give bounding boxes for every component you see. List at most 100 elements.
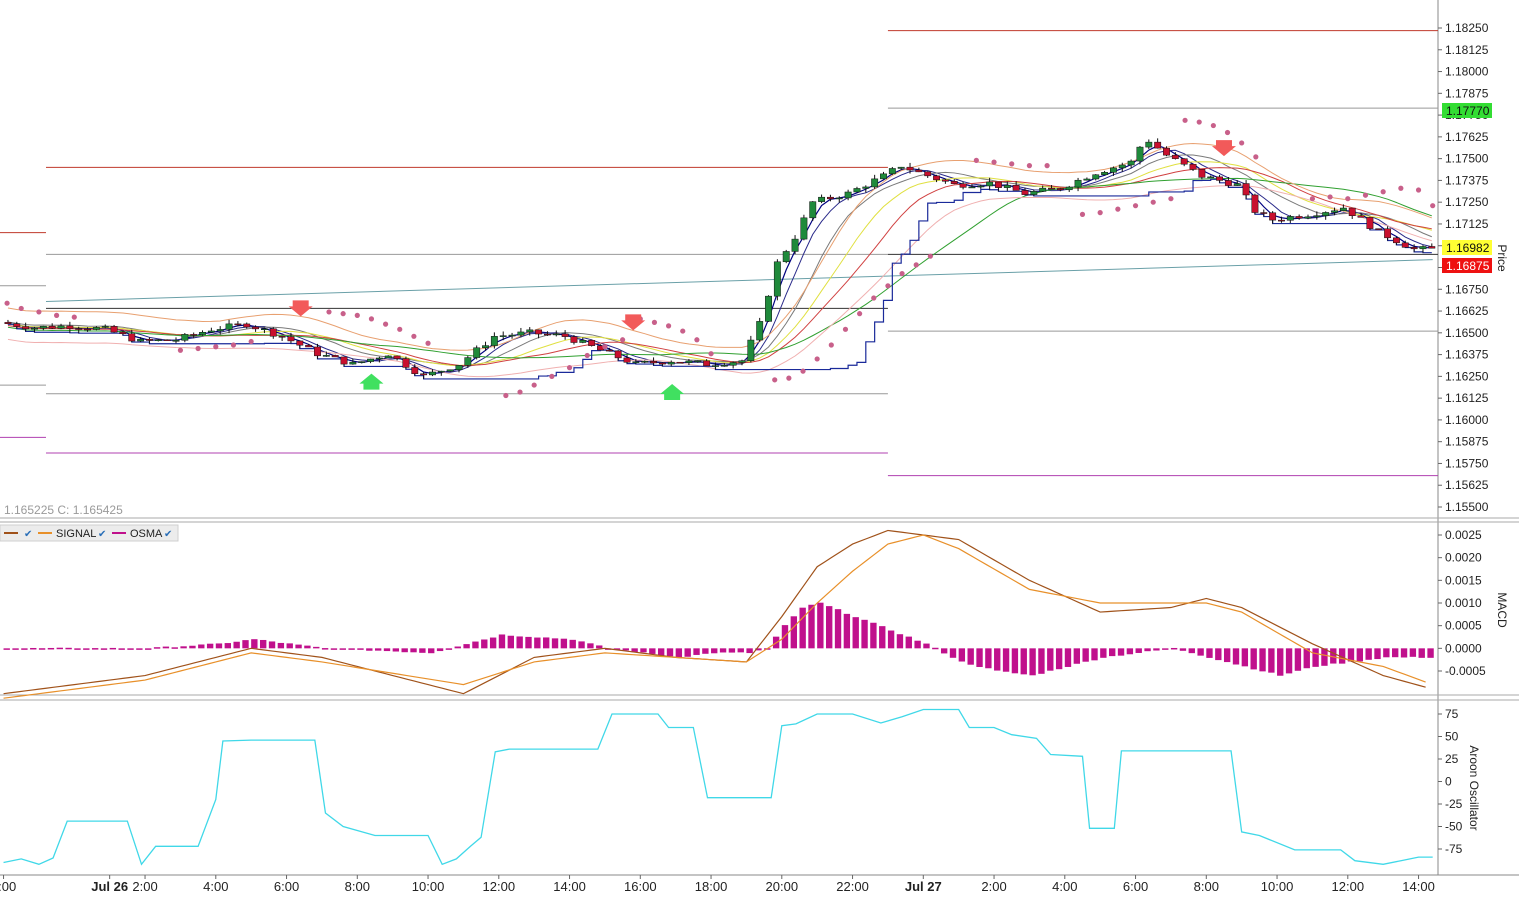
osma-bar — [481, 639, 488, 649]
candle-body — [552, 333, 560, 336]
candle-body — [818, 196, 826, 202]
candle-body — [1216, 176, 1223, 181]
osma-bar — [622, 648, 629, 651]
candle-body — [853, 188, 861, 193]
candle-body — [897, 166, 905, 169]
candle-body — [1127, 160, 1135, 166]
candle-body — [703, 360, 711, 367]
legend-macd-check[interactable]: ✔ — [24, 529, 32, 540]
osma-bar — [932, 647, 939, 650]
macd-legend[interactable]: ✔ SIGNAL ✔ OSMA ✔ — [0, 524, 179, 542]
bid-price-badge: 1.16875 — [1442, 258, 1492, 273]
candle-body — [1393, 237, 1400, 244]
osma-bar — [65, 647, 72, 650]
price-tick-label: 1.18125 — [1445, 43, 1489, 57]
time-tick-label: 14:00 — [1402, 879, 1435, 894]
sell-arrow-marker — [288, 300, 313, 317]
candle-body — [1331, 210, 1338, 213]
psar-dot — [397, 326, 403, 332]
psar-dot — [842, 326, 849, 332]
candle-body — [1039, 187, 1047, 192]
time-tick-label: Jul 26 — [91, 879, 128, 894]
osma-bar — [1073, 648, 1081, 664]
psar-dot — [1182, 117, 1188, 123]
candle-body — [128, 333, 136, 342]
candle-body — [146, 338, 153, 341]
psar-dot — [1415, 187, 1422, 193]
ma-yellow-line — [7, 161, 1432, 366]
candle-body — [429, 371, 436, 376]
osma-bar — [675, 648, 683, 658]
osma-bar — [817, 602, 824, 649]
buy-arrow-marker — [660, 384, 685, 401]
osma-bar — [206, 643, 214, 649]
candle-body — [287, 336, 295, 342]
psar-dot — [531, 382, 537, 388]
candle-body — [720, 365, 728, 367]
osma-bar — [1427, 648, 1434, 658]
osma-bar — [746, 648, 753, 654]
candle-body — [1357, 215, 1365, 218]
candle-body — [1109, 167, 1117, 173]
osma-bar — [534, 637, 541, 649]
psar-dot — [991, 159, 997, 165]
trend-line — [45, 259, 1433, 302]
psar-dot — [1044, 163, 1050, 169]
psar-dot — [1132, 203, 1139, 209]
psar-dot — [382, 321, 389, 327]
aroon-panel[interactable]: 75 50 25 0 -25 -50 -75 Aroon Oscillator — [3, 707, 1481, 866]
candle-body — [1171, 154, 1179, 159]
macd-panel[interactable]: 0.0025 0.0020 0.0015 0.0010 0.0005 0.0000 -0.0… — [0, 524, 1509, 699]
candle-body — [800, 217, 808, 240]
candle-body — [92, 327, 100, 330]
price-panel[interactable]: 1.182501.181251.180001.178751.177501.176… — [0, 21, 1509, 517]
candle-body — [1224, 180, 1232, 186]
osma-bar — [879, 626, 886, 649]
psar-dot — [177, 347, 184, 353]
macd-lines — [3, 529, 1426, 699]
psar-dot — [1168, 196, 1174, 202]
osma-bar — [516, 636, 523, 649]
candle-body — [402, 358, 410, 368]
osma-bar — [1029, 648, 1036, 676]
legend-osma-label: OSMA — [130, 528, 163, 540]
candle-body — [252, 326, 260, 330]
candle-body — [880, 173, 887, 180]
psar-dot — [425, 340, 431, 346]
osma-bar — [242, 640, 249, 649]
osma-bar — [790, 616, 798, 649]
psar-dot — [1196, 119, 1202, 125]
signal-line — [3, 534, 1426, 699]
candle-body — [950, 181, 958, 185]
psar-dot — [1362, 192, 1369, 198]
osma-histogram — [3, 602, 1434, 676]
aroon-tick-label: -50 — [1445, 820, 1463, 834]
psar-dot — [1239, 140, 1245, 146]
osma-bar — [1188, 648, 1195, 654]
osma-bar — [1338, 648, 1346, 664]
osma-bar — [1356, 648, 1364, 662]
osma-bar — [1162, 648, 1169, 650]
legend-osma-check[interactable]: ✔ — [164, 529, 172, 540]
panel-frames — [0, 0, 1519, 876]
osma-bar — [1400, 648, 1408, 658]
osma-bar — [1374, 648, 1381, 660]
psar-dot — [1380, 189, 1386, 195]
psar-dot — [1115, 206, 1121, 212]
osma-bar — [277, 642, 285, 649]
osma-bar — [657, 648, 665, 656]
candle-body — [234, 323, 242, 326]
candle-body — [570, 336, 578, 343]
psar-dot — [340, 311, 346, 317]
candle-body — [349, 361, 357, 365]
candle-body — [906, 166, 914, 171]
candle-body — [1198, 169, 1206, 178]
osma-bar — [1277, 648, 1284, 676]
psar-dot — [857, 311, 863, 317]
legend-signal-check[interactable]: ✔ — [98, 529, 106, 540]
osma-bar — [985, 648, 992, 669]
osma-bar — [56, 647, 63, 650]
aroon-axis: 75 50 25 0 -25 -50 -75 — [1438, 707, 1463, 856]
